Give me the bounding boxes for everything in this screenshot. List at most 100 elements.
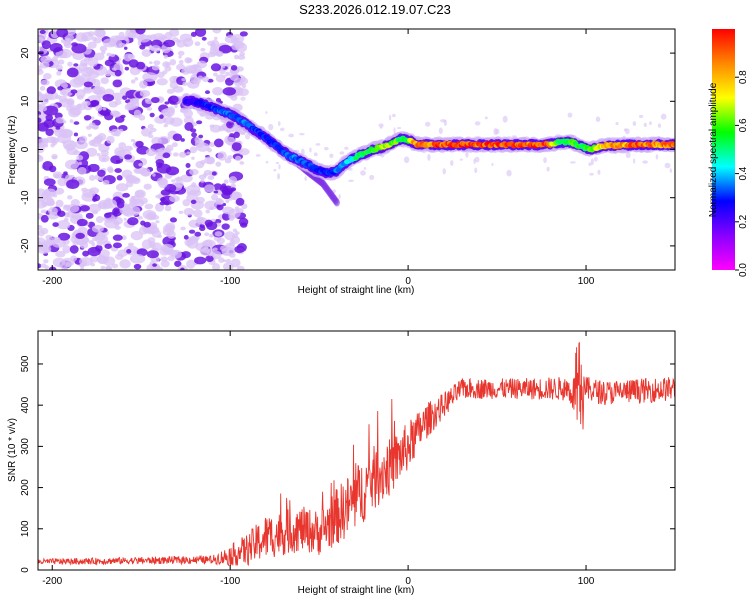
noise-blob (41, 106, 48, 112)
noise-blob (48, 165, 57, 173)
noise-blob (77, 226, 88, 234)
noise-blob (38, 224, 43, 231)
snr-ytick-label: 500 (20, 355, 31, 372)
noise-blob (299, 133, 305, 136)
noise-blob (98, 154, 110, 163)
noise-blob (595, 116, 601, 122)
noise-blob (95, 216, 104, 224)
noise-blob (206, 248, 215, 257)
noise-blob (83, 81, 94, 88)
noise-blob (163, 124, 168, 128)
noise-blob (212, 72, 218, 77)
noise-blob (121, 235, 127, 241)
noise-blob (52, 155, 57, 160)
noise-blob (223, 179, 229, 184)
noise-blob (194, 256, 207, 265)
noise-blob (149, 112, 155, 118)
noise-blob (118, 128, 124, 133)
noise-blob (474, 156, 480, 163)
noise-blob (60, 82, 68, 89)
noise-blob (123, 217, 127, 221)
noise-blob (91, 242, 96, 247)
noise-blob (114, 168, 122, 173)
noise-blob (234, 245, 245, 254)
noise-blob (224, 35, 238, 44)
noise-blob (108, 167, 114, 174)
snr-ytick-label: 400 (20, 396, 31, 413)
noise-blob (116, 175, 123, 181)
noise-blob (100, 77, 109, 85)
noise-blob (219, 68, 226, 75)
noise-blob (67, 195, 73, 200)
noise-blob (133, 263, 142, 270)
noise-blob (237, 54, 246, 60)
noise-blob (186, 57, 193, 63)
noise-blob (238, 148, 250, 156)
noise-blob (149, 61, 153, 65)
noise-blob (217, 151, 227, 161)
noise-blob (169, 195, 180, 203)
noise-blob (657, 123, 662, 128)
noise-blob (185, 162, 191, 168)
noise-blob (643, 122, 647, 128)
noise-blob (236, 140, 241, 143)
noise-blob (493, 128, 498, 136)
noise-blob (124, 154, 133, 160)
noise-blob (193, 209, 203, 218)
noise-blob (85, 212, 94, 219)
noise-blob (204, 219, 213, 227)
noise-blob (63, 40, 72, 47)
noise-blob (180, 138, 185, 142)
noise-blob (130, 139, 136, 143)
noise-blob (442, 168, 446, 175)
noise-blob (112, 79, 123, 88)
noise-blob (465, 150, 469, 158)
noise-blob (138, 163, 143, 167)
noise-blob (200, 159, 206, 165)
noise-blob (389, 114, 392, 121)
noise-blob (155, 194, 161, 199)
noise-blob (240, 222, 248, 228)
noise-blob (625, 128, 630, 135)
noise-blob (148, 226, 160, 234)
noise-blob (72, 150, 81, 156)
noise-blob (103, 198, 118, 209)
noise-blob (638, 114, 644, 119)
snr-xtick-label: 0 (405, 576, 411, 587)
noise-blob (209, 206, 214, 211)
snr-frame (37, 330, 676, 571)
noise-blob (88, 122, 96, 129)
noise-blob (129, 98, 139, 105)
noise-blob (40, 209, 47, 214)
noise-blob (152, 263, 157, 267)
noise-blob (124, 145, 133, 152)
spectrogram-blobs (38, 29, 673, 270)
noise-blob (118, 31, 125, 37)
colorbar-tick-label: 0.4 (738, 166, 749, 180)
noise-blob (197, 75, 203, 81)
noise-blob (54, 174, 60, 179)
noise-blob (71, 42, 78, 47)
snr-ytick-label: 200 (20, 479, 31, 496)
noise-blob (168, 95, 179, 104)
noise-blob (502, 115, 508, 123)
noise-blob (166, 230, 176, 239)
noise-blob (186, 259, 196, 269)
noise-blob (207, 175, 215, 180)
noise-blob (122, 192, 130, 198)
colorbar: 0.0 0.2 0.4 0.6 0.8 Normalized spectral ampl… (708, 29, 749, 277)
noise-blob (642, 160, 648, 164)
noise-blob (62, 120, 67, 124)
noise-blob (215, 50, 224, 57)
noise-blob (82, 250, 90, 257)
noise-blob (73, 121, 80, 125)
noise-blob (212, 87, 224, 96)
noise-blob (122, 95, 128, 100)
noise-blob (63, 171, 68, 175)
noise-blob (73, 132, 79, 137)
noise-blob (137, 216, 143, 220)
noise-blob (213, 190, 219, 194)
noise-blob (230, 258, 241, 268)
